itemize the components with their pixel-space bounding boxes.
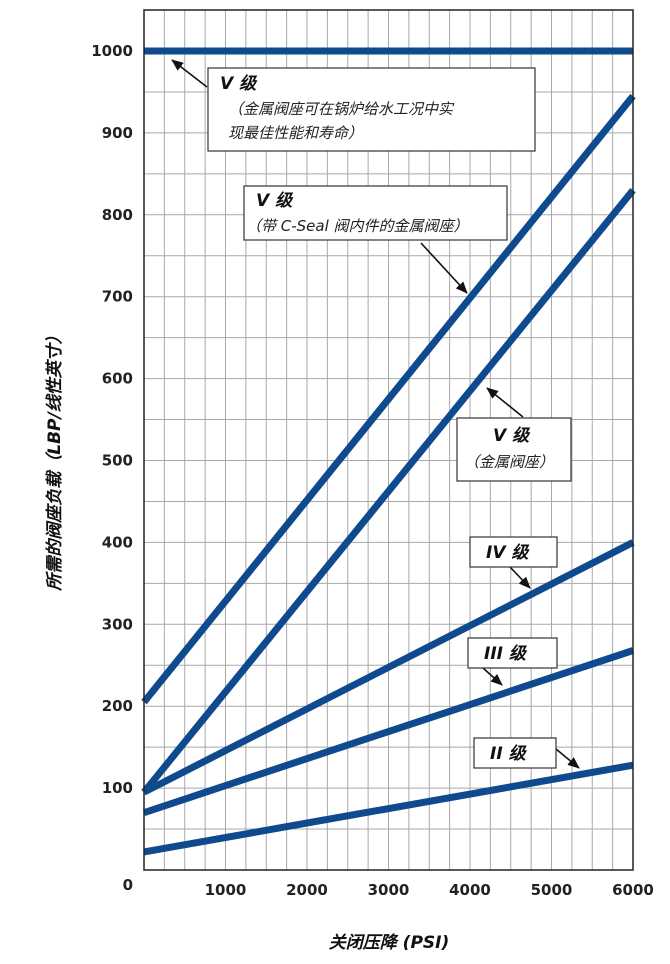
tick-labels: 1000 2000 3000 4000 5000 6000 0 100 200 300 400 500… xyxy=(91,42,654,899)
annotation-text: （金属阀座可在锅炉给水工况中实 xyxy=(228,100,455,118)
annotation-title: II 级 xyxy=(490,744,528,764)
annotation-5: III 级 xyxy=(467,637,558,686)
y-tick-label: 100 xyxy=(102,779,133,797)
annotation-box xyxy=(207,67,536,152)
series-line-5 xyxy=(142,647,635,816)
series-line-6 xyxy=(143,761,634,856)
y-axis-title: 所需的阀座负载（LBP/线性英寸） xyxy=(45,327,65,591)
annotation-box xyxy=(243,185,508,241)
annotation-title: V 级 xyxy=(220,74,258,94)
plot-frame xyxy=(143,9,634,871)
annotation-arrow xyxy=(509,566,531,589)
annotation-text: （金属阀座） xyxy=(464,453,554,471)
annotation-title: III 级 xyxy=(484,644,528,664)
annotation-arrow xyxy=(171,59,208,88)
x-tick-label: 5000 xyxy=(531,881,573,899)
annotation-text: （带 C-Seal 阀内件的金属阀座） xyxy=(246,217,469,235)
annotation-arrow xyxy=(482,667,503,686)
x-tick-label: 3000 xyxy=(368,881,410,899)
y-tick-label: 900 xyxy=(102,124,133,142)
y-tick-label: 400 xyxy=(102,533,133,551)
annotation-title: V 级 xyxy=(256,191,294,211)
y-tick-label: 300 xyxy=(102,615,133,633)
series-lines xyxy=(141,47,636,856)
annotation-box xyxy=(467,637,558,669)
annotation-title: V 级 xyxy=(493,426,531,446)
annotation-box xyxy=(456,417,572,482)
annotation-2: V 级 （带 C-Seal 阀内件的金属阀座） xyxy=(243,185,508,294)
series-line-2 xyxy=(141,93,636,705)
x-axis-title: 关闭压降 (PSI) xyxy=(329,933,450,953)
annotation-arrow xyxy=(486,387,524,418)
annotation-text: 现最佳性能和寿命） xyxy=(228,124,363,142)
x-tick-label: 6000 xyxy=(612,881,654,899)
annotation-arrow xyxy=(555,748,580,769)
y-tick-label: 600 xyxy=(102,370,133,388)
annotation-4: IV 级 xyxy=(469,536,558,589)
series-line-3 xyxy=(141,188,636,795)
x-tick-label: 2000 xyxy=(286,881,328,899)
annotation-arrow xyxy=(420,242,468,294)
y-tick-label: 500 xyxy=(102,452,133,470)
y-tick-label: 0 xyxy=(123,876,133,894)
y-tick-label: 1000 xyxy=(91,42,133,60)
annotation-3: V 级 （金属阀座） xyxy=(456,387,572,482)
series-line-4 xyxy=(142,539,635,796)
x-tick-label: 1000 xyxy=(205,881,247,899)
y-tick-label: 800 xyxy=(102,206,133,224)
y-tick-label: 700 xyxy=(102,288,133,306)
annotation-6: II 级 xyxy=(473,737,580,769)
x-tick-label: 4000 xyxy=(449,881,491,899)
annotation-title: IV 级 xyxy=(486,543,530,563)
annotation-box xyxy=(469,536,558,568)
y-tick-label: 200 xyxy=(102,697,133,715)
annotation-box xyxy=(473,737,557,769)
